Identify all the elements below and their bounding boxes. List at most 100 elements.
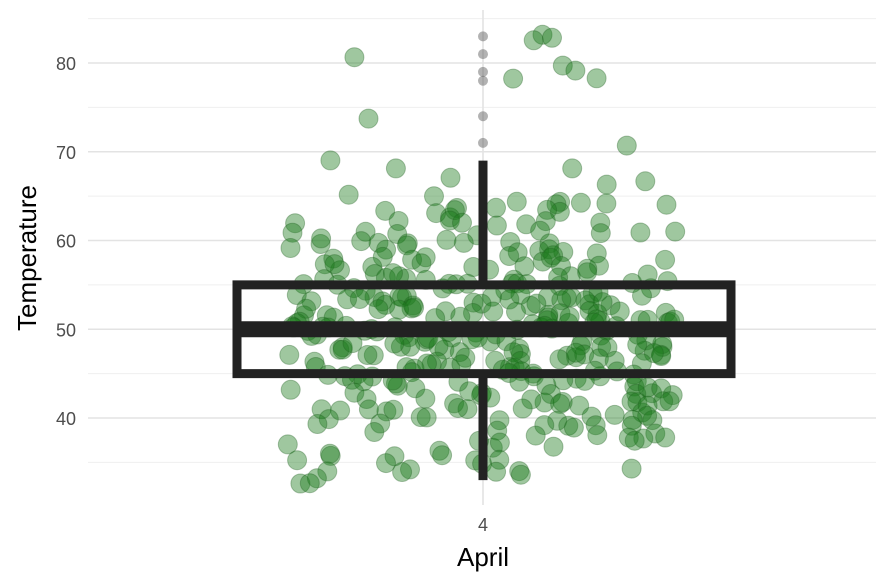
data-point — [285, 213, 306, 234]
data-point — [655, 427, 676, 448]
data-point — [400, 459, 420, 480]
data-point — [455, 347, 476, 368]
data-point — [358, 108, 379, 129]
data-point — [329, 339, 350, 360]
data-point — [310, 234, 331, 254]
data-point — [645, 423, 666, 444]
data-point — [621, 415, 642, 436]
x-tick-label: 4 — [478, 515, 488, 535]
data-point — [277, 434, 298, 455]
data-point — [401, 298, 422, 319]
data-point — [565, 60, 586, 81]
data-point — [499, 246, 520, 266]
data-point — [552, 392, 573, 412]
data-point — [563, 417, 584, 438]
outlier-point — [478, 137, 488, 148]
data-point — [487, 420, 508, 441]
outlier-points — [478, 31, 488, 148]
data-point — [376, 401, 397, 422]
data-point — [439, 210, 460, 231]
data-point — [659, 391, 680, 412]
data-point — [523, 30, 544, 51]
data-point — [372, 291, 393, 312]
data-point — [368, 299, 389, 320]
data-point — [655, 249, 676, 270]
data-point — [621, 458, 642, 479]
data-point — [376, 453, 396, 474]
data-point — [507, 242, 528, 263]
data-point — [448, 398, 468, 418]
data-point — [579, 294, 600, 315]
y-tick-label: 50 — [56, 320, 76, 340]
data-point — [579, 300, 600, 321]
data-point — [565, 342, 586, 363]
y-tick-label: 40 — [56, 409, 76, 429]
data-point — [282, 222, 303, 243]
data-point — [463, 292, 484, 313]
data-point — [415, 247, 436, 268]
data-point — [364, 422, 385, 442]
data-point — [405, 378, 426, 399]
data-point — [534, 415, 555, 436]
data-point — [447, 198, 467, 218]
data-point — [363, 345, 384, 366]
data-point — [550, 393, 571, 414]
data-point — [552, 55, 573, 76]
data-point — [330, 400, 351, 421]
data-point — [392, 462, 413, 482]
data-point — [570, 192, 591, 213]
data-point — [426, 203, 447, 224]
data-point — [597, 337, 618, 358]
data-point — [520, 295, 541, 316]
data-point — [444, 200, 465, 221]
data-point — [529, 240, 550, 261]
outlier-point — [478, 75, 488, 86]
data-point — [279, 344, 300, 365]
data-point — [549, 349, 570, 370]
data-point — [621, 391, 642, 412]
data-point — [635, 171, 656, 192]
data-point — [486, 461, 507, 482]
data-point — [577, 258, 598, 279]
data-point — [665, 221, 686, 242]
data-point — [440, 207, 461, 228]
data-point — [509, 461, 530, 482]
data-point — [356, 389, 377, 409]
data-point — [542, 27, 562, 48]
data-point — [609, 301, 630, 322]
data-point — [589, 255, 609, 276]
data-point — [338, 184, 359, 205]
data-point — [444, 393, 465, 414]
data-point — [600, 295, 621, 316]
data-point — [525, 425, 546, 446]
data-point — [440, 167, 461, 188]
data-point — [539, 239, 560, 260]
data-point — [337, 289, 358, 310]
data-point — [503, 68, 524, 89]
y-tick-labels: 40 50 60 70 80 — [56, 54, 76, 429]
data-point — [489, 410, 510, 431]
data-point — [432, 445, 453, 466]
data-point — [551, 256, 571, 276]
data-point — [632, 402, 653, 423]
data-point — [389, 299, 410, 320]
data-point — [435, 301, 456, 322]
data-point — [344, 47, 365, 68]
data-point — [596, 174, 617, 195]
data-point — [296, 298, 317, 319]
data-point — [355, 221, 376, 242]
data-point — [651, 378, 672, 399]
data-point — [306, 468, 327, 489]
data-point — [577, 262, 598, 283]
data-point — [344, 382, 365, 403]
data-point — [569, 395, 590, 416]
outlier-point — [478, 49, 488, 60]
data-point — [307, 414, 328, 434]
data-point — [616, 135, 637, 156]
data-point — [551, 290, 572, 311]
data-point — [516, 214, 537, 235]
data-point — [627, 334, 648, 355]
data-point — [604, 404, 625, 425]
data-point — [332, 337, 353, 358]
data-point — [543, 436, 564, 457]
